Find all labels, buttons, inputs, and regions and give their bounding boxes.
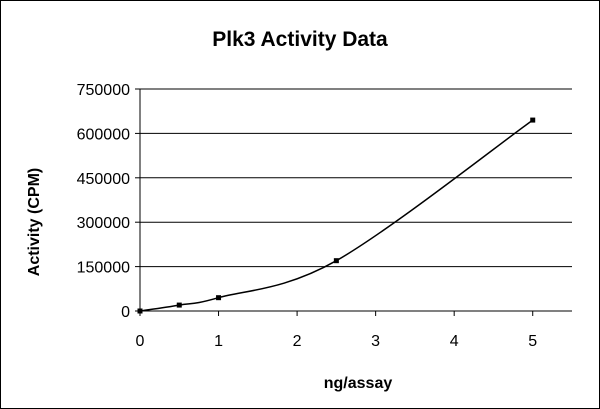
data-point — [333, 258, 339, 264]
y-tick-label: 600000 — [77, 126, 130, 143]
y-tick-label: 150000 — [77, 260, 130, 277]
chart-title: Plk3 Activity Data — [212, 28, 388, 51]
y-tick-label: 0 — [121, 304, 130, 321]
x-tick-label: 2 — [293, 333, 302, 350]
x-tick-label: 5 — [528, 333, 537, 350]
x-tick-label: 4 — [450, 333, 459, 350]
y-tick-labels: 0 150000 300000 450000 600000 750000 — [77, 82, 130, 321]
data-point — [176, 302, 182, 308]
data-point — [137, 308, 143, 314]
x-tick-label: 1 — [214, 333, 223, 350]
axes — [135, 88, 572, 316]
x-tick-label: 0 — [136, 333, 145, 350]
x-axis-title: ng/assay — [324, 375, 393, 392]
gridlines — [140, 88, 572, 268]
series — [137, 117, 536, 314]
y-tick-label: 450000 — [77, 171, 130, 188]
y-axis-title: Activity (CPM) — [26, 168, 43, 276]
series-line — [139, 119, 534, 312]
y-tick-label: 300000 — [77, 215, 130, 232]
data-point — [530, 117, 536, 123]
x-tick-label: 3 — [371, 333, 380, 350]
y-tick-label: 750000 — [77, 82, 130, 99]
data-point — [216, 295, 222, 301]
x-tick-labels: 0 1 2 3 4 5 — [136, 333, 538, 350]
